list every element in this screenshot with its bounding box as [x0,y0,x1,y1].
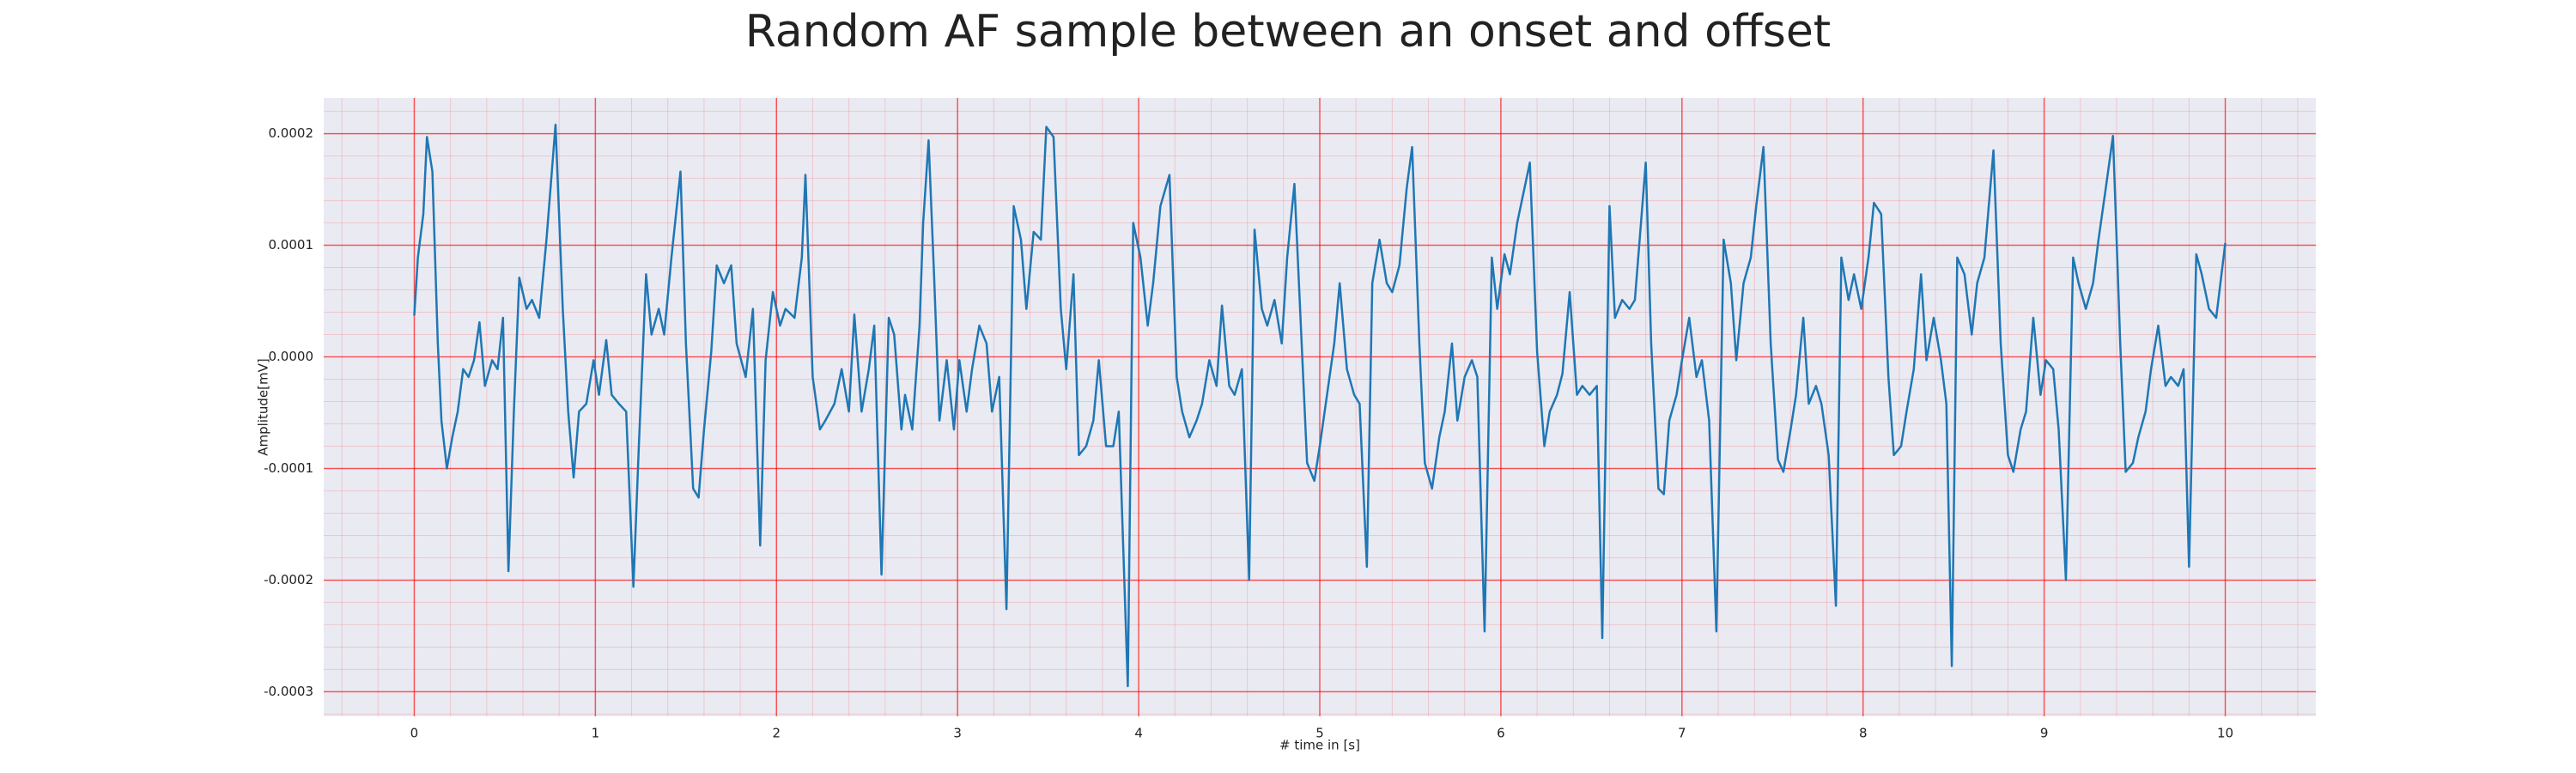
x-tick-label: 4 [1134,726,1143,741]
x-tick-label: 10 [2217,726,2233,741]
x-tick-label: 3 [953,726,962,741]
y-tick-label: 0.0001 [269,237,314,253]
y-tick-label: -0.0001 [264,460,313,476]
y-tick-label: -0.0002 [264,572,313,587]
y-tick-label: 0.0002 [269,125,314,141]
x-axis-label: # time in [s] [1279,738,1360,753]
x-tick-label: 5 [1315,726,1324,741]
x-tick-label: 6 [1497,726,1505,741]
chart-title: Random AF sample between an onset and of… [745,6,1831,58]
y-tick-label: 0.0000 [269,349,314,364]
x-tick-label: 2 [772,726,781,741]
x-tick-label: 9 [2040,726,2049,741]
x-tick-label: 1 [592,726,600,741]
signal-line [413,123,2227,688]
x-tick-label: 0 [410,726,419,741]
y-axis-label: Amplitude[mV] [256,358,271,455]
x-tick-label: 8 [1859,726,1868,741]
x-tick-label: 7 [1678,726,1686,741]
y-tick-label: -0.0003 [264,684,313,699]
